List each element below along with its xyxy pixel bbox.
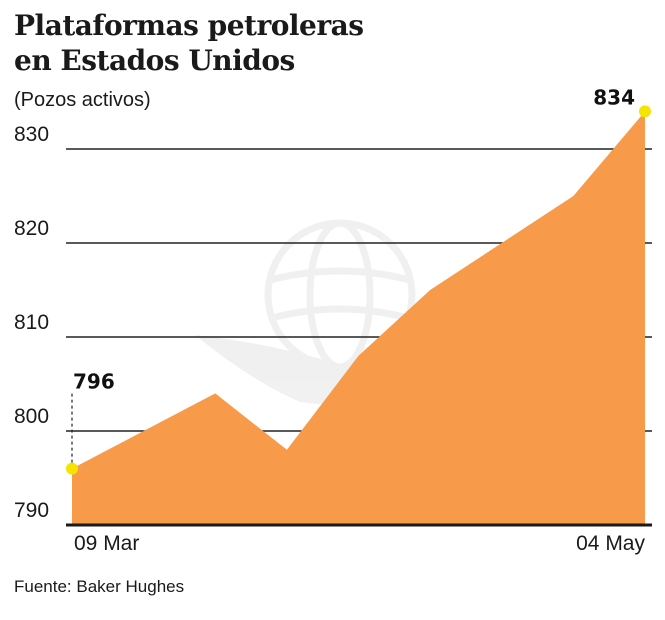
data-point-marker xyxy=(66,462,78,475)
chart-subtitle: (Pozos activos) xyxy=(14,89,151,111)
x-tick-label: 09 Mar xyxy=(74,532,139,555)
area-series xyxy=(72,111,645,526)
chart-title-line-1: Plataformas petroleras xyxy=(14,9,364,42)
y-axis-ticks: 790 800 810 820 830 xyxy=(14,123,49,522)
data-label: 834 xyxy=(593,85,635,109)
data-labels: 796 834 xyxy=(71,85,635,469)
y-tick-label: 800 xyxy=(14,405,49,428)
data-markers xyxy=(66,105,651,475)
chart-title-line-2: en Estados Unidos xyxy=(14,44,295,77)
x-axis-ticks: 09 Mar 04 May xyxy=(74,532,645,555)
y-tick-label: 810 xyxy=(14,311,49,334)
y-tick-label: 830 xyxy=(14,123,49,146)
data-label: 796 xyxy=(73,370,115,394)
chart-title: Plataformas petroleras en Estados Unidos xyxy=(14,8,654,78)
data-point-marker xyxy=(639,105,651,118)
source-note: Fuente: Baker Hughes xyxy=(14,577,185,596)
y-tick-label: 820 xyxy=(14,217,49,240)
x-tick-label: 04 May xyxy=(576,532,645,555)
y-tick-label: 790 xyxy=(14,499,49,522)
